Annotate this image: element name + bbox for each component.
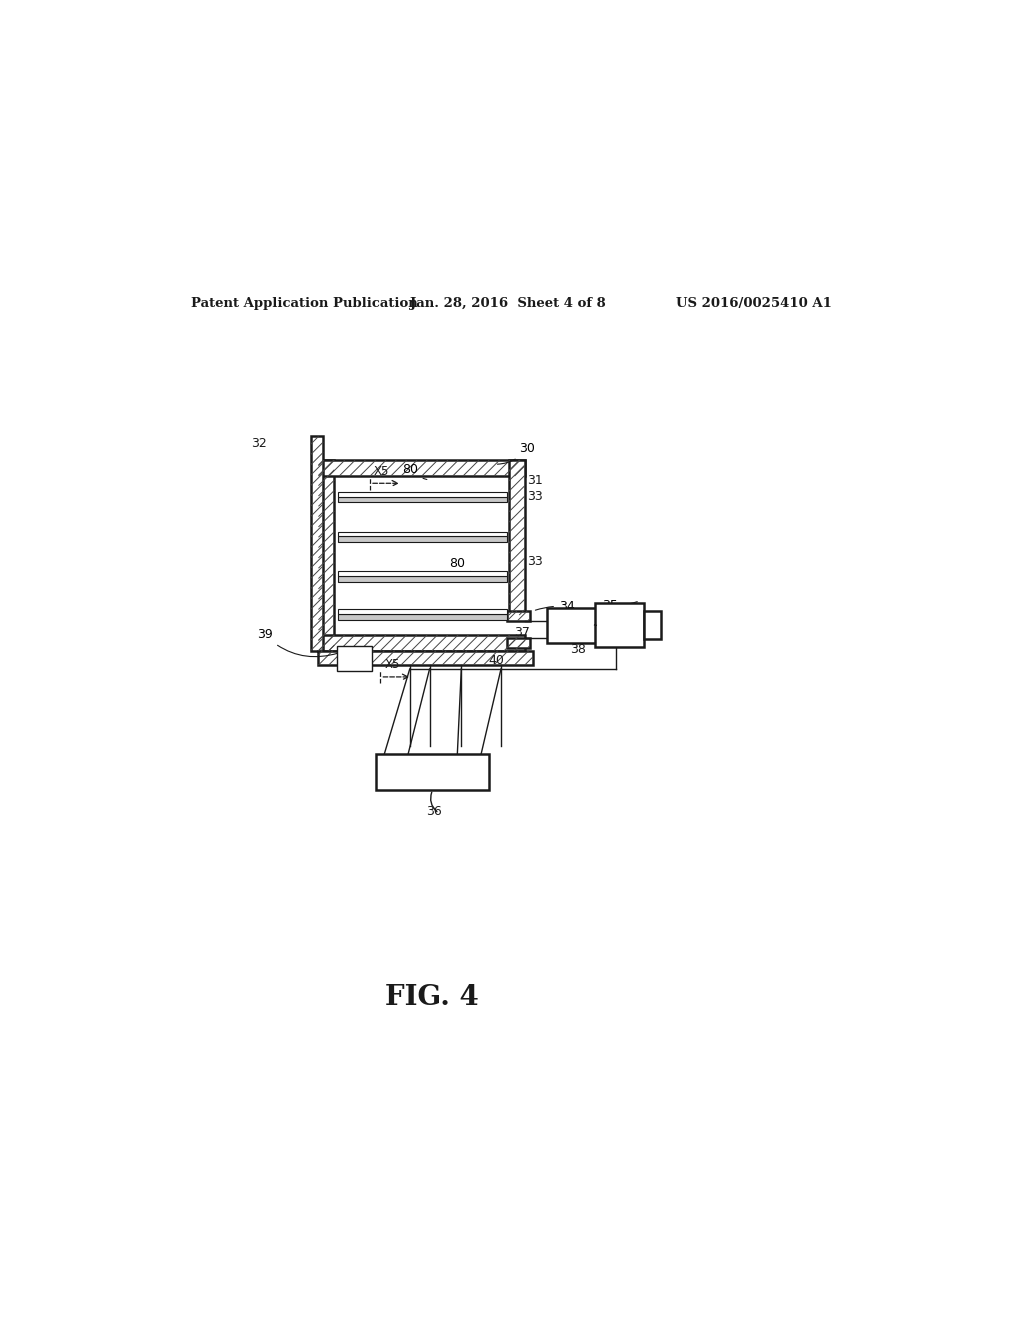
Bar [338, 610, 507, 614]
Text: 36: 36 [426, 805, 442, 818]
Bar [338, 532, 507, 536]
Bar [547, 609, 596, 643]
Bar [338, 614, 507, 620]
Bar [644, 611, 662, 639]
Bar [318, 635, 524, 651]
Bar [337, 645, 373, 672]
Bar [509, 461, 524, 615]
Bar [377, 754, 489, 789]
Text: 38: 38 [570, 643, 586, 656]
Text: X5: X5 [374, 465, 389, 478]
Bar [318, 461, 524, 477]
Bar [338, 576, 507, 582]
Bar [507, 638, 529, 648]
Bar [507, 611, 529, 620]
Text: 30: 30 [498, 442, 536, 465]
Bar [338, 496, 507, 503]
Text: 37: 37 [514, 626, 529, 639]
Bar [595, 603, 644, 647]
Bar [310, 437, 324, 651]
Text: US 2016/0025410 A1: US 2016/0025410 A1 [676, 297, 831, 310]
Bar [338, 536, 507, 543]
Bar [318, 461, 334, 651]
Text: 40: 40 [488, 653, 504, 667]
Text: 31: 31 [527, 474, 543, 487]
Text: Jan. 28, 2016  Sheet 4 of 8: Jan. 28, 2016 Sheet 4 of 8 [410, 297, 605, 310]
Text: FIG. 4: FIG. 4 [385, 983, 479, 1011]
Bar [338, 492, 507, 496]
Bar [318, 651, 532, 665]
Text: CONTROLLER: CONTROLLER [390, 766, 475, 779]
Text: 33: 33 [527, 554, 543, 568]
Text: 32: 32 [251, 437, 267, 450]
Text: 39: 39 [257, 628, 338, 656]
Bar [338, 572, 507, 576]
Text: X5: X5 [384, 659, 399, 672]
Text: Patent Application Publication: Patent Application Publication [191, 297, 418, 310]
Text: 80: 80 [450, 557, 502, 577]
Text: 34: 34 [536, 599, 574, 612]
Text: 35: 35 [602, 599, 637, 612]
Text: 80: 80 [401, 463, 427, 479]
Text: 33: 33 [527, 490, 543, 503]
